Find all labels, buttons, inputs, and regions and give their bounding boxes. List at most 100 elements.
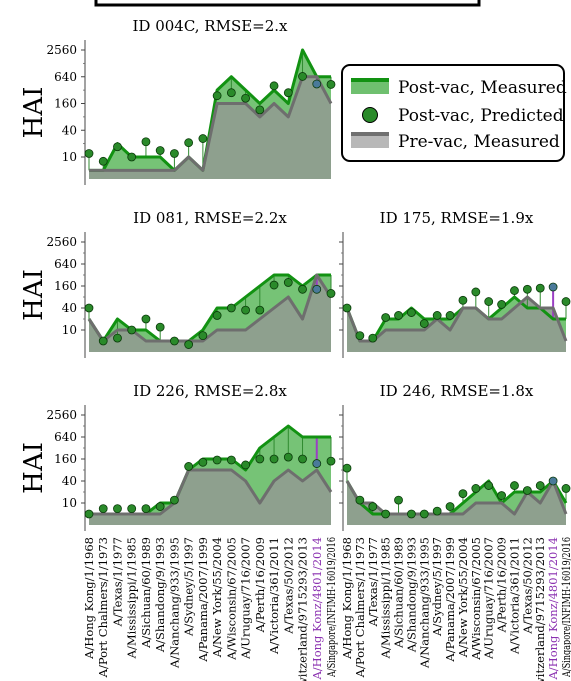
predicted-point xyxy=(241,305,250,315)
x-tick-label: A/Switzerland/9715293/2013 xyxy=(533,537,547,681)
x-tick-label: A/Singapore/INFIMH-16019/2016 xyxy=(324,537,338,678)
predicted-point xyxy=(184,138,194,148)
x-tick-label: A/Sydney/5/1997 xyxy=(182,537,196,637)
predicted-point xyxy=(298,454,307,464)
predicted-point xyxy=(113,333,122,343)
y-tick-label: 160 xyxy=(54,279,77,293)
predicted-point xyxy=(241,93,250,103)
top-frame xyxy=(94,0,481,7)
predicted-point xyxy=(419,319,429,328)
predicted-point xyxy=(241,460,250,470)
predicted-point xyxy=(484,481,494,490)
x-tick-label: A/Perth/16/2009 xyxy=(495,537,509,633)
y-axis-label: HAI xyxy=(19,442,49,494)
predicted-point xyxy=(226,455,236,465)
legend-swatch-post xyxy=(351,80,389,94)
panel-1: ID 004C, RMSE=2.x 10 40 160 640 2560 HAI xyxy=(19,17,336,185)
predicted-point xyxy=(510,481,519,490)
panel-title: ID 081, RMSE=2.2x xyxy=(133,209,287,227)
y-tick-label: 10 xyxy=(62,323,77,337)
predicted-point xyxy=(535,283,545,293)
predicted-point xyxy=(407,308,416,317)
predicted-point xyxy=(212,311,222,320)
x-tick-label: A/Wisconsin/67/2005 xyxy=(224,537,238,661)
predicted-point xyxy=(458,489,468,499)
pre-vac-line xyxy=(89,468,333,516)
predicted-point xyxy=(212,91,222,101)
x-tick-label: A/Sichuan/60/1989 xyxy=(392,537,406,649)
y-tick-label: 10 xyxy=(62,496,77,510)
x-tick-label: A/Panama/2007/1999 xyxy=(443,537,457,663)
predicted-point xyxy=(510,286,519,295)
predicted-point xyxy=(212,455,222,465)
predicted-point xyxy=(445,311,455,320)
x-tick-label: A/Hong Konz/4801/2014 xyxy=(310,537,324,681)
y-axis-label: HAI xyxy=(19,269,49,321)
predicted-point xyxy=(84,303,94,313)
panel-3: ID 175, RMSE=1.9x xyxy=(339,209,571,358)
predicted-point xyxy=(445,502,455,511)
predicted-point xyxy=(355,495,365,505)
predicted-point xyxy=(368,333,378,343)
predicted-point xyxy=(312,79,322,89)
x-tick-label: A/Port Chalmers/1/1973 xyxy=(353,537,367,678)
x-axis-labels: A/Hong Kong/1/1968 A/Port Chalmers/1/1973… xyxy=(82,537,571,681)
predicted-point xyxy=(298,72,307,81)
predicted-point xyxy=(127,325,137,335)
legend-marker-predicted xyxy=(362,107,378,123)
predicted-point xyxy=(497,300,506,309)
legend-swatch-pre xyxy=(351,134,389,148)
pre-vac-area xyxy=(89,76,331,179)
x-tick-label: A/Texas/50/2012 xyxy=(281,537,295,635)
x-tick-label: A/New York/55/2004 xyxy=(210,537,224,658)
x-tick-label: A/Wisconsin/67/2005 xyxy=(469,537,483,661)
predicted-point xyxy=(141,137,151,147)
predicted-point xyxy=(561,297,571,306)
x-tick-label: A/Texas/1/1977 xyxy=(110,537,124,627)
panel-title: ID 246, RMSE=1.8x xyxy=(380,382,534,400)
predicted-point xyxy=(170,495,179,505)
predicted-point xyxy=(355,331,365,341)
predicted-point xyxy=(535,481,545,490)
y-tick-label: 640 xyxy=(54,257,77,271)
x-tick-label: A/Texas/50/2012 xyxy=(520,537,534,635)
predicted-point xyxy=(155,146,165,155)
pre-vac-area xyxy=(89,275,331,352)
predicted-point xyxy=(368,502,378,511)
predicted-point xyxy=(471,484,481,493)
pre-vac-area xyxy=(347,481,566,525)
predicted-point xyxy=(184,340,194,349)
x-tick-label: A/Nanchang/933/1995 xyxy=(417,537,431,669)
y-tick-label: 40 xyxy=(62,474,77,488)
x-tick-label: A/Victoria/361/2011 xyxy=(267,537,281,655)
pre-vac-line xyxy=(345,295,568,343)
predicted-point xyxy=(381,509,391,519)
predicted-point xyxy=(113,142,122,152)
predicted-point xyxy=(548,282,558,292)
x-tick-label: A/Mississippi/1/1985 xyxy=(125,537,139,659)
pre-vac-area xyxy=(347,297,566,352)
x-tick-label: A/Port Chalmers/1/1973 xyxy=(96,537,110,678)
predicted-point xyxy=(298,284,307,294)
legend-label-pre-measured: Pre-vac, Measured xyxy=(398,132,560,152)
x-tick-label: A/Texas/1/1977 xyxy=(366,537,380,627)
predicted-point xyxy=(561,484,571,493)
predicted-point xyxy=(84,149,94,158)
predicted-point xyxy=(458,295,468,305)
predicted-point xyxy=(255,305,265,315)
predicted-point xyxy=(226,303,236,313)
predicted-point xyxy=(113,504,122,514)
y-tick-label: 2560 xyxy=(46,408,77,422)
y-tick-label: 160 xyxy=(54,452,77,466)
x-tick-label: A/Shandong/9/1993 xyxy=(404,537,418,653)
x-tick-label: A/Mississippi/1/1985 xyxy=(379,537,393,659)
predicted-point xyxy=(269,454,279,464)
predicted-point xyxy=(127,504,137,514)
predicted-point xyxy=(198,331,208,341)
predicted-point xyxy=(522,284,532,294)
panel-4: ID 226, RMSE=2.8x 10 40 160 640 2560 HAI xyxy=(19,382,336,531)
x-tick-label: A/Hong Kong/1/1968 xyxy=(340,537,354,660)
y-tick-label: 2560 xyxy=(46,43,77,57)
x-tick-label: A/Singapore/INFIMH-16019/2016 xyxy=(559,537,571,678)
legend-label-post-measured: Post-vac, Measured xyxy=(398,78,567,98)
